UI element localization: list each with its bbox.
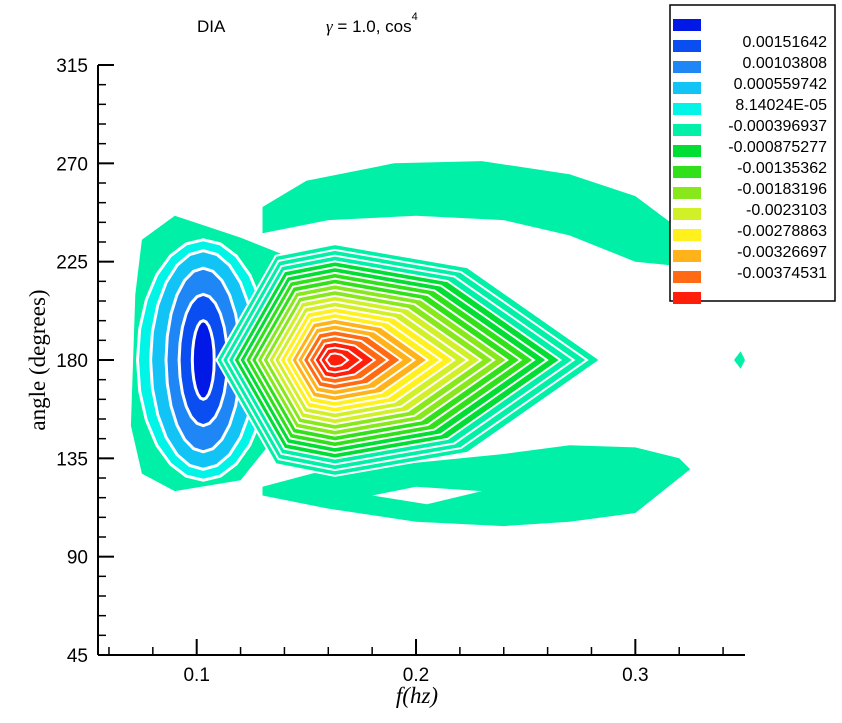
y-tick-label: 90 xyxy=(67,548,88,569)
legend-label-1: 0.00151642 xyxy=(742,34,827,51)
legend-swatch-13 xyxy=(673,292,701,304)
x-axis-label: f(hz) xyxy=(396,683,438,708)
legend-swatch-9 xyxy=(673,208,701,220)
legend-label-5: -0.000396937 xyxy=(728,118,827,135)
lower-contour-band xyxy=(262,445,691,527)
legend-swatch-5 xyxy=(673,124,701,136)
x-tick-label: 0.3 xyxy=(622,665,648,686)
x-tick-label: 0.1 xyxy=(183,665,209,686)
subtitle-superscript: 4 xyxy=(412,11,418,23)
legend: 0.00151642 0.00103808 0.000559742 8.14024E-… xyxy=(669,4,836,304)
legend-swatch-8 xyxy=(673,187,701,199)
y-axis-label: angle (degrees) xyxy=(25,289,50,430)
y-tick-label: 135 xyxy=(56,449,88,470)
y-tick-label: 180 xyxy=(56,351,88,372)
legend-swatch-0 xyxy=(673,19,701,31)
upper-notch xyxy=(394,228,504,247)
chart-subtitle: γ = 1.0, cos4 xyxy=(326,11,418,36)
lobe-ring-4 xyxy=(190,319,216,401)
legend-label-7: -0.00135362 xyxy=(737,160,827,177)
legend-label-10: -0.00278863 xyxy=(737,223,827,240)
legend-label-6: -0.000875277 xyxy=(728,139,827,156)
legend-swatch-12 xyxy=(673,271,701,283)
edge-marker xyxy=(734,351,745,369)
legend-label-8: -0.00183196 xyxy=(737,181,827,198)
lower-notch xyxy=(372,486,482,505)
upper-contour-band xyxy=(262,161,745,269)
y-tick-label: 315 xyxy=(56,56,88,77)
legend-swatch-4 xyxy=(673,103,701,115)
legend-label-9: -0.0023103 xyxy=(746,202,827,219)
y-tick-label: 45 xyxy=(67,646,88,667)
x-tick-label: 0.2 xyxy=(403,665,429,686)
axes: 45 90 135 180 225 270 315 0.1 0.2 0.3 xyxy=(56,56,745,686)
legend-label-4: 8.14024E-05 xyxy=(735,97,827,114)
negative-peak-contours xyxy=(215,243,602,477)
legend-label-11: -0.00326697 xyxy=(737,244,827,261)
y-tick-label: 225 xyxy=(56,253,88,274)
legend-swatch-7 xyxy=(673,166,701,178)
gamma-symbol: γ xyxy=(326,17,334,36)
legend-swatch-6 xyxy=(673,145,701,157)
legend-label-12: -0.00374531 xyxy=(737,265,827,282)
positive-lobe-contours xyxy=(135,238,271,482)
legend-swatch-11 xyxy=(673,250,701,262)
y-tick-label: 270 xyxy=(56,154,88,175)
legend-swatch-3 xyxy=(673,82,701,94)
legend-swatch-2 xyxy=(673,61,701,73)
legend-swatch-10 xyxy=(673,229,701,241)
center-ring-19 xyxy=(324,352,350,368)
legend-label-2: 0.00103808 xyxy=(742,55,827,72)
legend-swatch-1 xyxy=(673,40,701,52)
subtitle-text: = 1.0, cos xyxy=(333,17,412,36)
legend-label-3: 0.000559742 xyxy=(734,76,828,93)
chart-title: DIA xyxy=(197,17,226,36)
